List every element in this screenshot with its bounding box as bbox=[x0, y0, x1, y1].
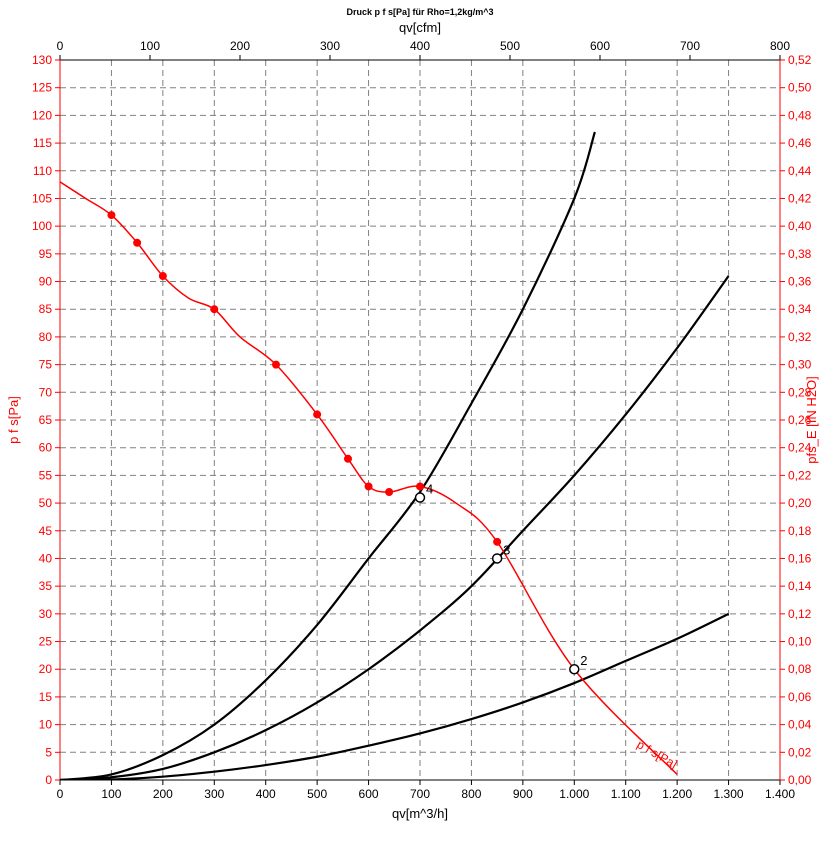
y-left-tick: 95 bbox=[39, 247, 53, 261]
x-bottom-label: qv[m^3/h] bbox=[392, 806, 448, 821]
y-right-tick: 0,20 bbox=[788, 496, 812, 510]
fan-curve-marker bbox=[273, 361, 280, 368]
y-left-tick: 75 bbox=[39, 358, 53, 372]
chart-title: Druck p f s[Pa] für Rho=1,2kg/m^3 bbox=[346, 7, 493, 17]
x-bottom-tick: 800 bbox=[461, 787, 481, 801]
operating-point-2 bbox=[570, 665, 579, 674]
fan-curve-marker bbox=[365, 483, 372, 490]
operating-point-3 bbox=[493, 554, 502, 563]
y-left-tick: 30 bbox=[39, 607, 53, 621]
y-left-tick: 70 bbox=[39, 385, 53, 399]
fan-curve-marker bbox=[314, 411, 321, 418]
x-top-tick: 700 bbox=[680, 39, 700, 53]
y-left-tick: 125 bbox=[32, 81, 52, 95]
y-left-tick: 60 bbox=[39, 441, 53, 455]
y-left-tick: 105 bbox=[32, 191, 52, 205]
fan-curve-marker bbox=[159, 273, 166, 280]
x-top-tick: 0 bbox=[57, 39, 64, 53]
x-bottom-tick: 1.100 bbox=[611, 787, 641, 801]
y-left-tick: 5 bbox=[45, 745, 52, 759]
y-right-tick: 0,14 bbox=[788, 579, 812, 593]
x-top-tick: 100 bbox=[140, 39, 160, 53]
y-right-label: pfs_E [IN H2O] bbox=[804, 376, 819, 463]
y-left-tick: 110 bbox=[33, 164, 52, 178]
y-right-tick: 0,16 bbox=[788, 551, 812, 565]
operating-point-label-2: 2 bbox=[580, 653, 587, 668]
fan-curve-marker bbox=[345, 455, 352, 462]
y-left-tick: 55 bbox=[39, 468, 53, 482]
y-left-tick: 85 bbox=[39, 302, 53, 316]
x-bottom-tick: 200 bbox=[153, 787, 173, 801]
x-bottom-tick: 1.200 bbox=[662, 787, 692, 801]
x-bottom-tick: 700 bbox=[410, 787, 430, 801]
y-right-tick: 0,22 bbox=[788, 468, 812, 482]
y-left-tick: 25 bbox=[39, 635, 53, 649]
y-right-tick: 0,06 bbox=[788, 690, 812, 704]
y-right-tick: 0,32 bbox=[788, 330, 812, 344]
fan-curve-marker bbox=[211, 306, 218, 313]
x-bottom-tick: 100 bbox=[101, 787, 121, 801]
fan-curve-marker bbox=[417, 483, 424, 490]
y-left-tick: 100 bbox=[32, 219, 52, 233]
x-top-tick: 300 bbox=[320, 39, 340, 53]
x-top-tick: 200 bbox=[230, 39, 250, 53]
y-right-tick: 0,36 bbox=[788, 275, 812, 289]
y-left-tick: 65 bbox=[39, 413, 53, 427]
operating-point-label-4: 4 bbox=[426, 482, 433, 497]
fan-curve-marker bbox=[134, 239, 141, 246]
x-bottom-tick: 300 bbox=[204, 787, 224, 801]
x-top-tick: 800 bbox=[770, 39, 790, 53]
y-left-tick: 10 bbox=[39, 718, 53, 732]
x-top-label: qv[cfm] bbox=[399, 20, 441, 35]
fan-performance-chart: Druck p f s[Pa] für Rho=1,2kg/m^30100200… bbox=[0, 0, 828, 847]
y-right-tick: 0,40 bbox=[788, 219, 812, 233]
y-left-tick: 0 bbox=[45, 773, 52, 787]
y-right-tick: 0,30 bbox=[788, 358, 812, 372]
x-top-tick: 500 bbox=[500, 39, 520, 53]
operating-point-4 bbox=[416, 493, 425, 502]
y-left-tick: 40 bbox=[39, 551, 53, 565]
x-bottom-tick: 600 bbox=[359, 787, 379, 801]
y-right-tick: 0,44 bbox=[788, 164, 812, 178]
x-top-tick: 600 bbox=[590, 39, 610, 53]
y-left-tick: 115 bbox=[33, 136, 52, 150]
y-right-tick: 0,52 bbox=[788, 53, 812, 67]
chart-svg: Druck p f s[Pa] für Rho=1,2kg/m^30100200… bbox=[0, 0, 828, 847]
y-right-tick: 0,00 bbox=[788, 773, 812, 787]
operating-point-label-3: 3 bbox=[503, 542, 510, 557]
y-right-tick: 0,34 bbox=[788, 302, 812, 316]
y-left-tick: 45 bbox=[39, 524, 53, 538]
y-left-tick: 90 bbox=[39, 275, 53, 289]
y-right-tick: 0,42 bbox=[788, 191, 812, 205]
y-right-tick: 0,46 bbox=[788, 136, 812, 150]
y-right-tick: 0,48 bbox=[788, 108, 812, 122]
y-right-tick: 0,50 bbox=[788, 81, 812, 95]
x-bottom-tick: 1.300 bbox=[714, 787, 744, 801]
x-bottom-tick: 1.400 bbox=[765, 787, 795, 801]
y-left-tick: 35 bbox=[39, 579, 53, 593]
fan-curve-marker bbox=[108, 212, 115, 219]
y-right-tick: 0,38 bbox=[788, 247, 812, 261]
y-right-tick: 0,10 bbox=[788, 635, 812, 649]
y-left-label: p f s[Pa] bbox=[6, 396, 21, 444]
y-left-tick: 15 bbox=[39, 690, 53, 704]
y-left-tick: 130 bbox=[32, 53, 52, 67]
y-right-tick: 0,18 bbox=[788, 524, 812, 538]
x-top-tick: 400 bbox=[410, 39, 430, 53]
fan-curve-marker bbox=[386, 489, 393, 496]
y-right-tick: 0,04 bbox=[788, 718, 812, 732]
y-right-tick: 0,08 bbox=[788, 662, 812, 676]
fan-curve-marker bbox=[494, 538, 501, 545]
y-left-tick: 80 bbox=[39, 330, 53, 344]
y-left-tick: 20 bbox=[39, 662, 53, 676]
x-bottom-tick: 900 bbox=[513, 787, 533, 801]
x-bottom-tick: 500 bbox=[307, 787, 327, 801]
y-right-tick: 0,02 bbox=[788, 745, 812, 759]
x-bottom-tick: 1.000 bbox=[559, 787, 589, 801]
x-bottom-tick: 400 bbox=[256, 787, 276, 801]
y-left-tick: 50 bbox=[39, 496, 53, 510]
y-right-tick: 0,12 bbox=[788, 607, 812, 621]
x-bottom-tick: 0 bbox=[57, 787, 64, 801]
y-left-tick: 120 bbox=[32, 108, 52, 122]
